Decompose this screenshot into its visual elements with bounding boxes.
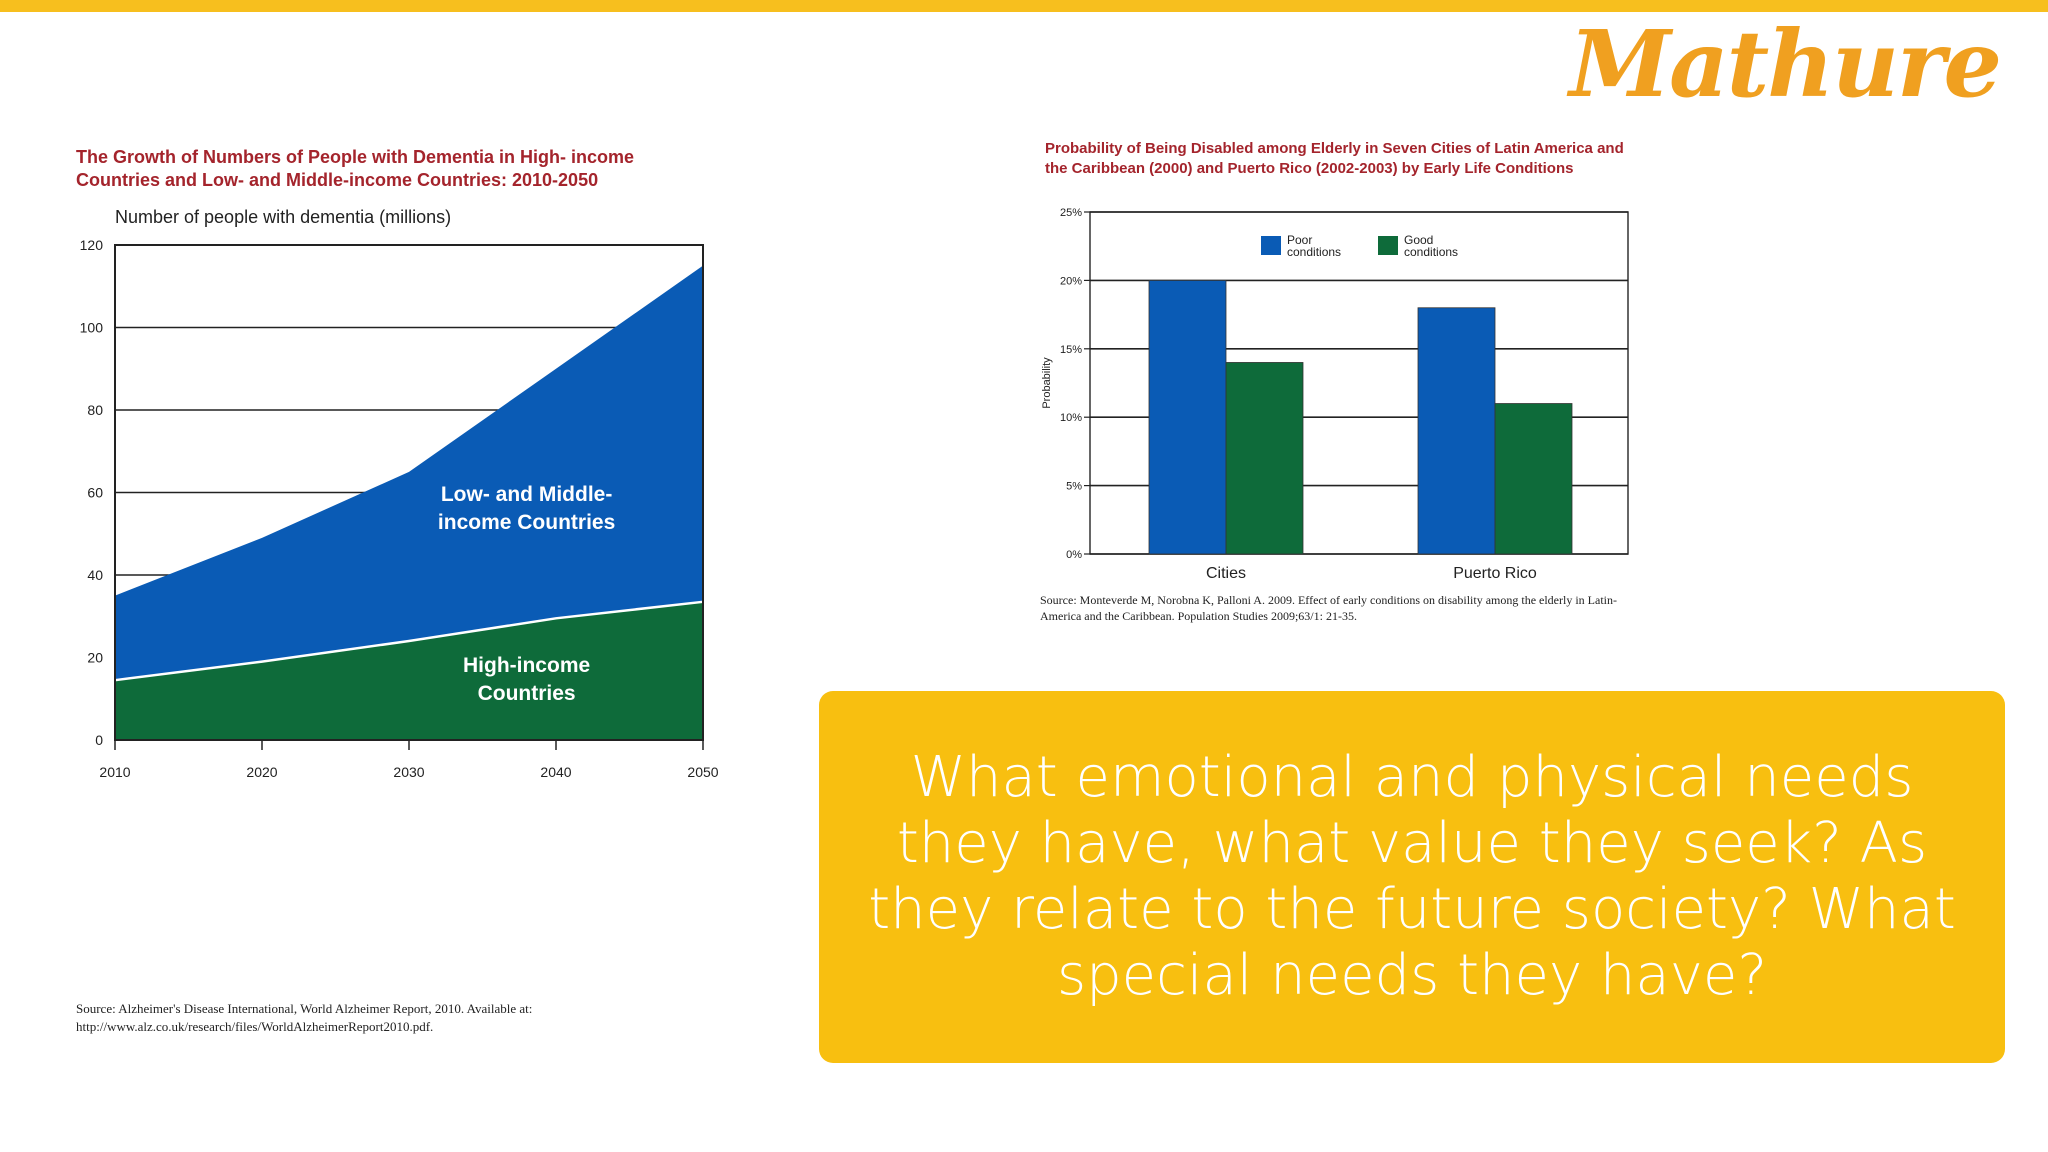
dementia-chart-title: The Growth of Numbers of People with Dem…: [76, 147, 635, 190]
low-middle-income-area: [115, 265, 703, 681]
legend-label: Good: [1404, 233, 1433, 247]
y-tick-label: 20: [87, 650, 103, 666]
disability-chart-source: Source: Monteverde M, Norobna K, Palloni…: [1040, 593, 1617, 624]
y-tick-label: 15%: [1060, 344, 1082, 356]
y-tick-label: 80: [87, 402, 103, 418]
x-tick-label: 2050: [687, 764, 718, 780]
y-tick-label: 100: [80, 320, 104, 336]
legend-swatch: [1378, 236, 1398, 255]
low-middle-income-label: Low- and Middle-: [441, 483, 612, 506]
y-tick-label: 0%: [1066, 549, 1082, 561]
dementia-chart-source: Source: Alzheimer's Disease Internationa…: [76, 1001, 533, 1034]
y-tick-label: 0: [95, 732, 103, 748]
bar: [1225, 362, 1304, 555]
y-tick-label: 25%: [1060, 207, 1082, 219]
y-tick-label: 40: [87, 567, 103, 583]
high-income-label: Countries: [478, 682, 576, 705]
x-tick-label: 2020: [246, 764, 277, 780]
x-category-label: Cities: [1206, 565, 1246, 582]
y-axis-label: Probability: [1041, 357, 1053, 409]
legend-label: Poor: [1287, 233, 1312, 247]
bar: [1148, 280, 1227, 555]
high-income-area: [115, 601, 703, 740]
low-middle-income-label: income Countries: [438, 511, 615, 534]
dementia-area-chart: Number of people with dementia (millions…: [80, 207, 719, 780]
y-tick-label: 5%: [1066, 481, 1082, 493]
question-callout-text: What emotional and physical needs they h…: [868, 745, 1956, 1008]
y-tick-label: 120: [80, 237, 104, 253]
x-tick-label: 2010: [99, 764, 130, 780]
x-tick-label: 2030: [393, 764, 424, 780]
x-tick-label: 2040: [540, 764, 571, 780]
y-tick-label: 20%: [1060, 275, 1082, 287]
disability-chart-title: Probability of Being Disabled among Elde…: [1045, 140, 1624, 177]
mathure-logo: Mathure: [1569, 10, 2002, 118]
legend-label: conditions: [1404, 245, 1458, 259]
bar: [1494, 403, 1573, 555]
disability-bar-chart: 0% 5% 10% 15% 20% 25% Probability Cities Puerto …: [1041, 207, 1629, 582]
bar: [1417, 307, 1496, 555]
legend-label: conditions: [1287, 245, 1341, 259]
y-axis-label: Number of people with dementia (millions…: [115, 207, 451, 227]
y-tick-label: 60: [87, 485, 103, 501]
legend-swatch: [1261, 236, 1281, 255]
high-income-label: High-income: [463, 654, 590, 677]
y-tick-label: 10%: [1060, 412, 1082, 424]
question-callout: What emotional and physical needs they h…: [819, 691, 2005, 1063]
series-boundary-line: [114, 600, 704, 682]
top-accent-bar: [0, 0, 2048, 12]
x-category-label: Puerto Rico: [1453, 565, 1537, 582]
